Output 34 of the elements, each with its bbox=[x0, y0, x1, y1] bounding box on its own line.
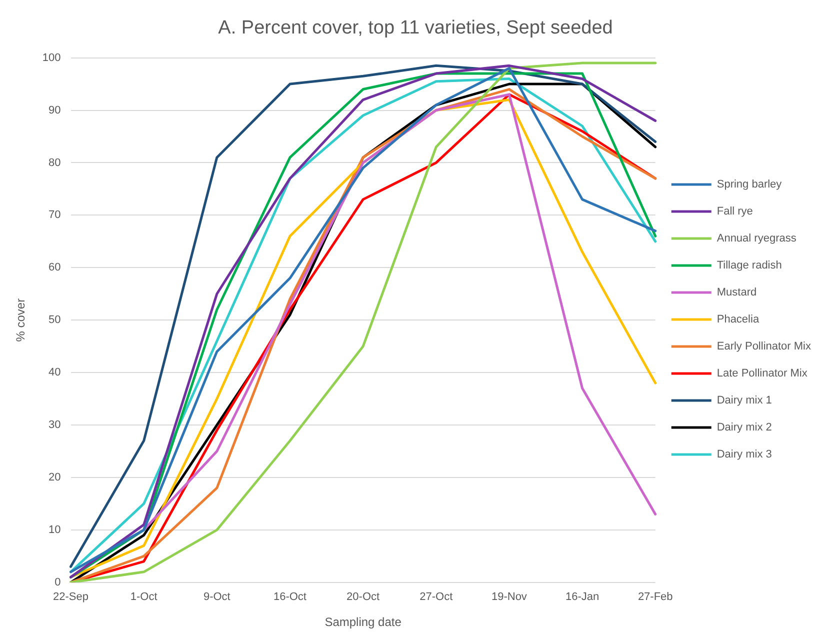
y-tick-label: 50 bbox=[48, 314, 61, 326]
x-tick-label: 16-Oct bbox=[273, 591, 306, 604]
legend-label: Early Pollinator Mix bbox=[716, 340, 812, 353]
y-tick-label: 20 bbox=[48, 472, 61, 484]
x-tick-label: 16-Jan bbox=[565, 591, 600, 604]
legend-label: Annual ryegrass bbox=[716, 232, 797, 245]
legend-label: Late Pollinator Mix bbox=[716, 368, 808, 380]
x-tick-label: 27-Oct bbox=[420, 591, 453, 604]
x-tick-label: 22-Sep bbox=[53, 591, 88, 604]
y-tick-label: 10 bbox=[48, 524, 61, 536]
chart-title: A. Percent cover, top 11 varieties, Sept seeded bbox=[218, 18, 613, 39]
legend-label: Dairy mix 2 bbox=[716, 422, 772, 434]
x-tick-label: 1-Oct bbox=[130, 591, 158, 604]
x-tick-label: 27-Feb bbox=[638, 591, 673, 604]
legend-label: Fall rye bbox=[716, 206, 753, 218]
x-axis-title: Sampling date bbox=[324, 615, 402, 630]
legend-label: Phacelia bbox=[716, 314, 760, 326]
legend-label: Dairy mix 1 bbox=[716, 394, 772, 407]
legend-label: Mustard bbox=[716, 286, 757, 299]
y-tick-label: 100 bbox=[42, 52, 61, 64]
y-tick-label: 80 bbox=[48, 156, 61, 169]
x-tick-label: 19-Nov bbox=[491, 591, 528, 604]
legend-label: Tillage radish bbox=[716, 260, 782, 272]
y-tick-label: 0 bbox=[54, 576, 61, 588]
legend-label: Spring barley bbox=[716, 178, 782, 191]
y-tick-label: 70 bbox=[48, 209, 61, 222]
x-tick-label: 9-Oct bbox=[203, 591, 230, 604]
y-tick-label: 90 bbox=[48, 104, 61, 116]
y-tick-label: 40 bbox=[48, 366, 61, 379]
legend-label: Dairy mix 3 bbox=[716, 448, 772, 461]
y-tick-label: 60 bbox=[48, 262, 61, 274]
y-axis-title: % cover bbox=[14, 298, 28, 342]
x-tick-label: 20-Oct bbox=[346, 591, 380, 604]
y-tick-label: 30 bbox=[48, 419, 61, 432]
